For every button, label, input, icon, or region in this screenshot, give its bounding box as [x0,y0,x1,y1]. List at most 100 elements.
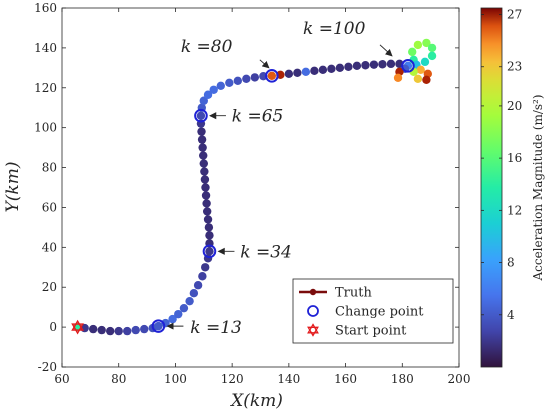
colorbar-tick-label: 8 [507,256,515,270]
colorbar: 4 8 12 16 20 23 27 Acceleration Magnitude (m/s²… [480,8,545,368]
trajectory-point [203,215,213,224]
trajectory-point [174,309,183,319]
trajectory-point [205,231,214,240]
legend-label: Change point [335,305,424,320]
trajectory-point [106,326,115,336]
trajectory-point [197,135,207,144]
trajectory-point [202,207,212,216]
trajectory-point [369,60,379,69]
trajectory-point [327,64,336,74]
colorbar-tick-label: 4 [507,308,515,322]
trajectory-point [193,281,203,290]
y-tick-label: 20 [42,280,57,294]
change-point-marker [202,244,217,259]
y-tick-label: 40 [42,240,57,254]
start-point-marker [71,323,85,335]
trajectory-point [200,167,209,176]
trajectory-point [189,289,199,298]
x-tick-label: 140 [277,372,300,386]
trajectory-point [242,74,251,84]
trajectory-point [420,57,430,67]
trajectory-point [216,81,225,90]
trajectory-point [427,51,437,61]
trajectory-point [335,63,345,73]
legend-swatch-marker [307,305,319,317]
colorbar-tick-label: 20 [507,99,522,113]
x-tick-label: 60 [54,372,69,386]
y-axis: -20 0 20 40 60 80 100 120 140 160 [34,1,459,374]
trajectory-point [422,38,431,48]
trajectory-point [97,325,106,335]
annotations: k =13 k =34 k =65 k =80 k =100 [166,19,393,338]
trajectory-point [413,40,423,50]
trajectory-point [123,326,132,336]
trajectory-point [200,175,210,184]
trajectory-point [199,151,208,160]
trajectory-point [301,67,311,77]
legend-swatch-marker [307,326,319,337]
trajectory-point [293,68,302,78]
legend-swatch-marker [309,288,317,296]
trajectory-point [201,191,211,200]
change-point-marker [194,108,208,123]
trajectory-point [131,325,140,335]
trajectory-point [198,143,207,152]
trajectory-point [199,159,208,168]
trajectory-point [88,324,98,334]
trajectory-point [140,324,149,334]
trajectory-point [196,111,206,120]
trajectory-point [168,314,177,324]
trajectory-point [310,66,319,76]
trajectory-point [199,96,208,105]
trajectory-point [201,263,210,272]
trajectory-point [198,272,207,281]
trajectory-point [201,183,210,192]
y-tick-label: 0 [49,320,57,334]
change-point-marker [401,59,415,73]
legend-label: Start point [335,324,407,339]
x-axis-title: X(km) [229,391,283,411]
trajectory-point [203,90,213,99]
trajectory-point [386,59,396,69]
legend-label: Truth [335,286,372,301]
y-tick-label: 80 [42,161,57,175]
annotation-label: k =65 [232,107,284,127]
y-axis-title: Y(km) [3,162,23,213]
trajectory-point [225,78,234,87]
plot-area [61,7,460,368]
change-point-marker [265,69,279,83]
trajectory-point [197,127,206,136]
x-tick-label: 80 [111,372,126,386]
annotation-arrow [259,59,270,69]
trajectory-point [378,60,387,69]
y-tick-label: 140 [34,41,57,55]
annotation-label: k =100 [303,19,366,39]
trajectory-point [416,65,425,75]
trajectory-point [344,62,353,72]
colorbar-tick-label: 27 [507,8,522,22]
trajectory-point [352,61,362,71]
legend: Truth Change point Start point [292,278,454,344]
trajectory-point [413,74,423,84]
trajectory-point [318,65,328,75]
colorbar-title: Acceleration Magnitude (m/s²) [531,94,545,281]
trajectory-point [205,247,214,256]
x-tick-label: 180 [391,372,414,386]
annotation-arrow [379,44,393,57]
trajectory-point [233,76,243,85]
y-tick-label: 60 [42,200,57,214]
trajectory-point [179,303,189,313]
change-point-marker [151,319,166,333]
trajectory-point [427,43,437,53]
x-tick-label: 160 [334,372,357,386]
y-tick-label: 160 [34,1,57,15]
x-axis: 60 80 100 120 140 160 180 200 [54,8,470,386]
x-tick-label: 200 [448,372,471,386]
trajectory-point [361,61,370,70]
trajectory-point [267,71,277,81]
legend-box [292,278,454,344]
annotation-label: k =13 [190,318,242,338]
trajectory-point [204,223,214,232]
colorbar-tick-label: 12 [507,203,522,217]
